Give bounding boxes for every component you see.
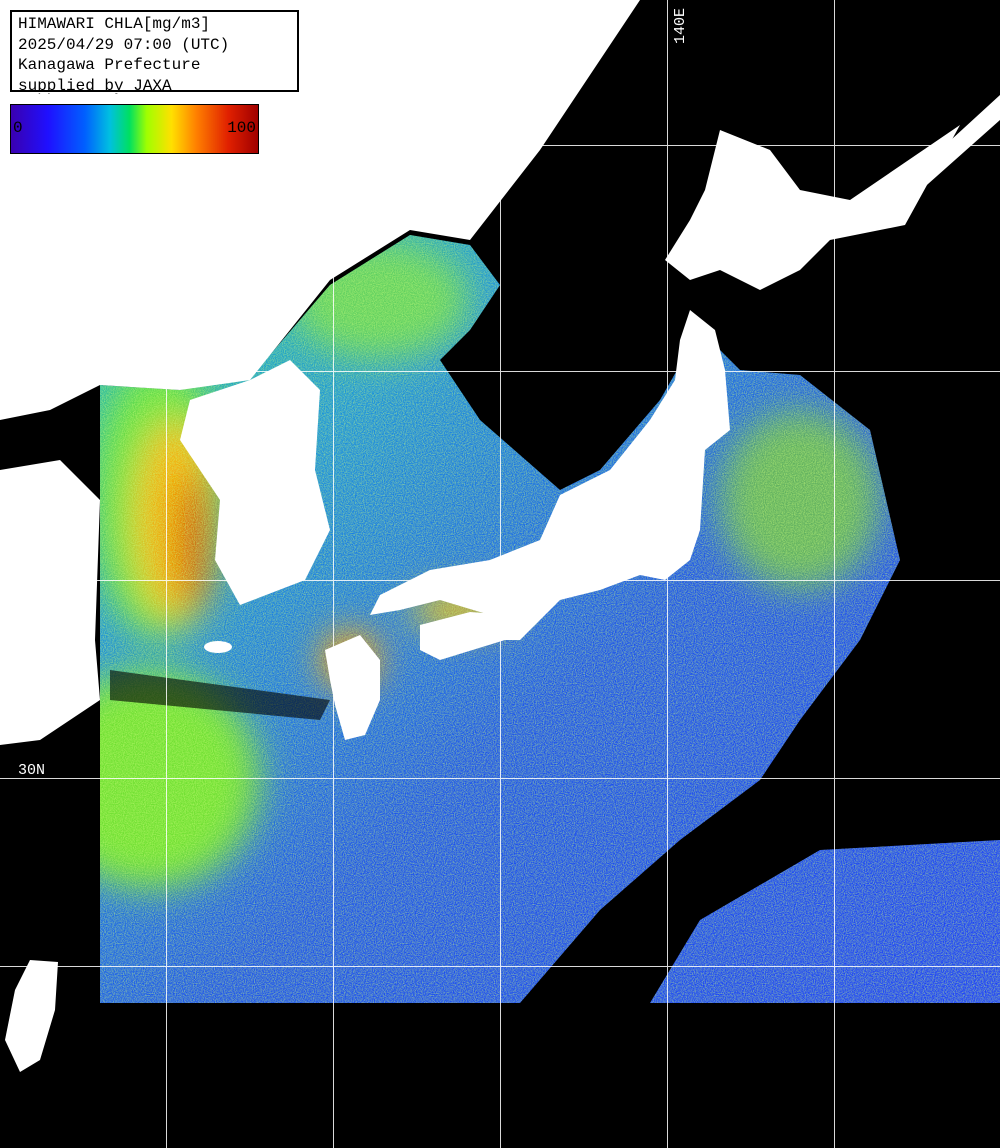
info-line: supplied by JAXA [18,76,172,95]
hokkaido [665,125,960,290]
colorbar: 0 100 [9,103,260,155]
latitude-label: 30N [18,762,45,779]
colorbar-min: 0 [13,119,23,137]
longitude-label: 140E [672,8,689,44]
shikoku [420,612,510,660]
taiwan [5,960,58,1072]
island [400,130,425,165]
jeju [204,641,232,653]
info-line: HIMAWARI CHLA[mg/m3] [18,15,211,33]
info-line: Kanagawa Prefecture [18,56,201,74]
honshu [370,310,730,640]
latitude-label: 40N [12,355,39,372]
kurils [880,95,1000,220]
cloud-gap [110,670,330,720]
korea [180,360,330,605]
china-coast [0,460,100,745]
colorbar-max: 100 [227,119,256,137]
info-box: HIMAWARI CHLA[mg/m3] 2025/04/29 07:00 (UT… [9,9,300,95]
kyushu [325,635,380,740]
info-line: 2025/04/29 07:00 (UTC) [18,35,230,54]
